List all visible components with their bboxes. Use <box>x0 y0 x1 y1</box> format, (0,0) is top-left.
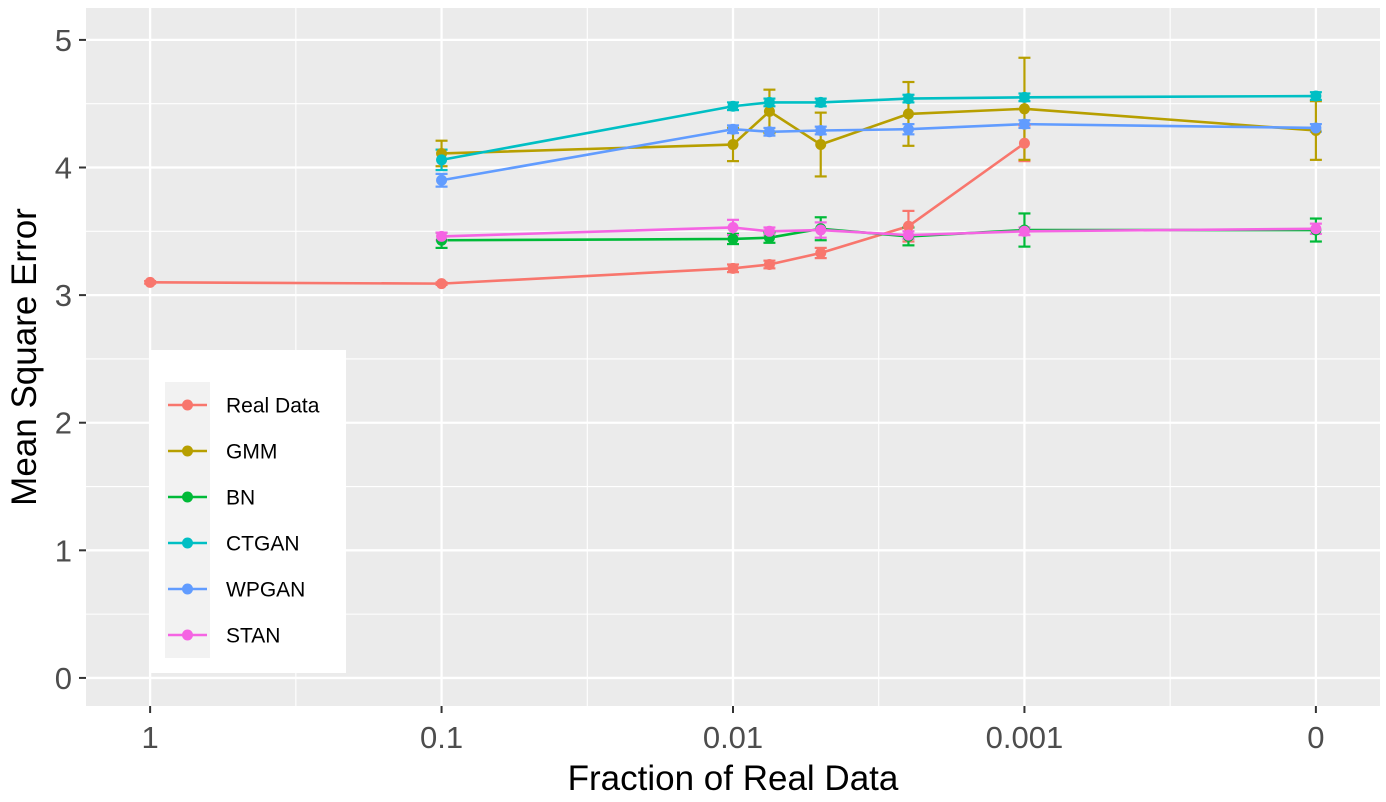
legend-key-point-ctgan <box>182 537 193 549</box>
data-point-wpgan <box>763 126 775 138</box>
series-points <box>144 90 1322 290</box>
data-point-bn <box>727 233 739 245</box>
legend-key-point-wpgan <box>182 583 193 595</box>
data-point-ctgan <box>1310 90 1322 102</box>
legend-key-point-bn <box>182 491 193 503</box>
data-point-real-data <box>436 278 448 290</box>
data-point-gmm <box>727 139 739 151</box>
x-axis-title: Fraction of Real Data <box>568 759 899 798</box>
data-point-stan <box>763 225 775 237</box>
data-point-real-data <box>727 262 739 274</box>
legend-key-point-gmm <box>182 445 193 457</box>
data-point-wpgan <box>1018 118 1030 130</box>
legend: Real Data GMM BN CTGAN WPGAN STAN <box>150 350 346 673</box>
data-point-ctgan <box>436 154 448 166</box>
x-tick-label: 0.1 <box>420 720 463 755</box>
x-tick-label: 0.01 <box>703 720 763 755</box>
data-point-ctgan <box>763 96 775 108</box>
data-point-wpgan <box>436 174 448 186</box>
data-point-stan <box>1310 223 1322 235</box>
data-point-real-data <box>815 247 827 259</box>
data-point-gmm <box>815 139 827 151</box>
legend-key-point-real-data <box>182 399 193 411</box>
data-point-ctgan <box>727 100 739 112</box>
data-point-gmm <box>763 105 775 117</box>
data-point-real-data <box>1018 137 1030 149</box>
data-point-stan <box>815 224 827 236</box>
y-tick-label: 2 <box>55 406 72 441</box>
data-point-wpgan <box>902 123 914 135</box>
y-tick-label: 3 <box>55 278 72 313</box>
x-tick-label: 0 <box>1307 720 1324 755</box>
y-tick-label: 0 <box>55 661 72 696</box>
x-axis: 1 0.1 0.01 0.001 0 <box>141 706 1325 755</box>
y-tick-label: 4 <box>55 151 72 186</box>
legend-label-bn: BN <box>226 487 255 510</box>
legend-key-point-stan <box>182 629 193 641</box>
data-point-ctgan <box>1018 91 1030 103</box>
data-point-real-data <box>902 220 914 232</box>
y-axis: 0 1 2 3 4 5 <box>55 23 86 696</box>
data-point-stan <box>436 230 448 242</box>
data-point-stan <box>902 229 914 241</box>
y-tick-label: 1 <box>55 533 72 568</box>
data-point-wpgan <box>1310 122 1322 134</box>
x-tick-label: 0.001 <box>986 720 1064 755</box>
data-point-real-data <box>144 276 156 288</box>
data-point-stan <box>1018 225 1030 237</box>
legend-label-ctgan: CTGAN <box>226 533 300 556</box>
data-point-ctgan <box>815 96 827 108</box>
x-tick-label: 1 <box>141 720 158 755</box>
data-point-wpgan <box>815 125 827 137</box>
data-point-gmm <box>1018 103 1030 115</box>
y-axis-title: Mean Square Error <box>5 208 44 506</box>
data-point-wpgan <box>727 123 739 135</box>
data-point-real-data <box>763 258 775 270</box>
legend-label-wpgan: WPGAN <box>226 579 305 602</box>
data-point-gmm <box>902 108 914 120</box>
data-point-ctgan <box>902 93 914 105</box>
y-tick-label: 5 <box>55 23 72 58</box>
legend-label-gmm: GMM <box>226 441 277 464</box>
legend-label-stan: STAN <box>226 625 280 648</box>
legend-label-real-data: Real Data <box>226 395 320 418</box>
data-point-stan <box>727 221 739 233</box>
